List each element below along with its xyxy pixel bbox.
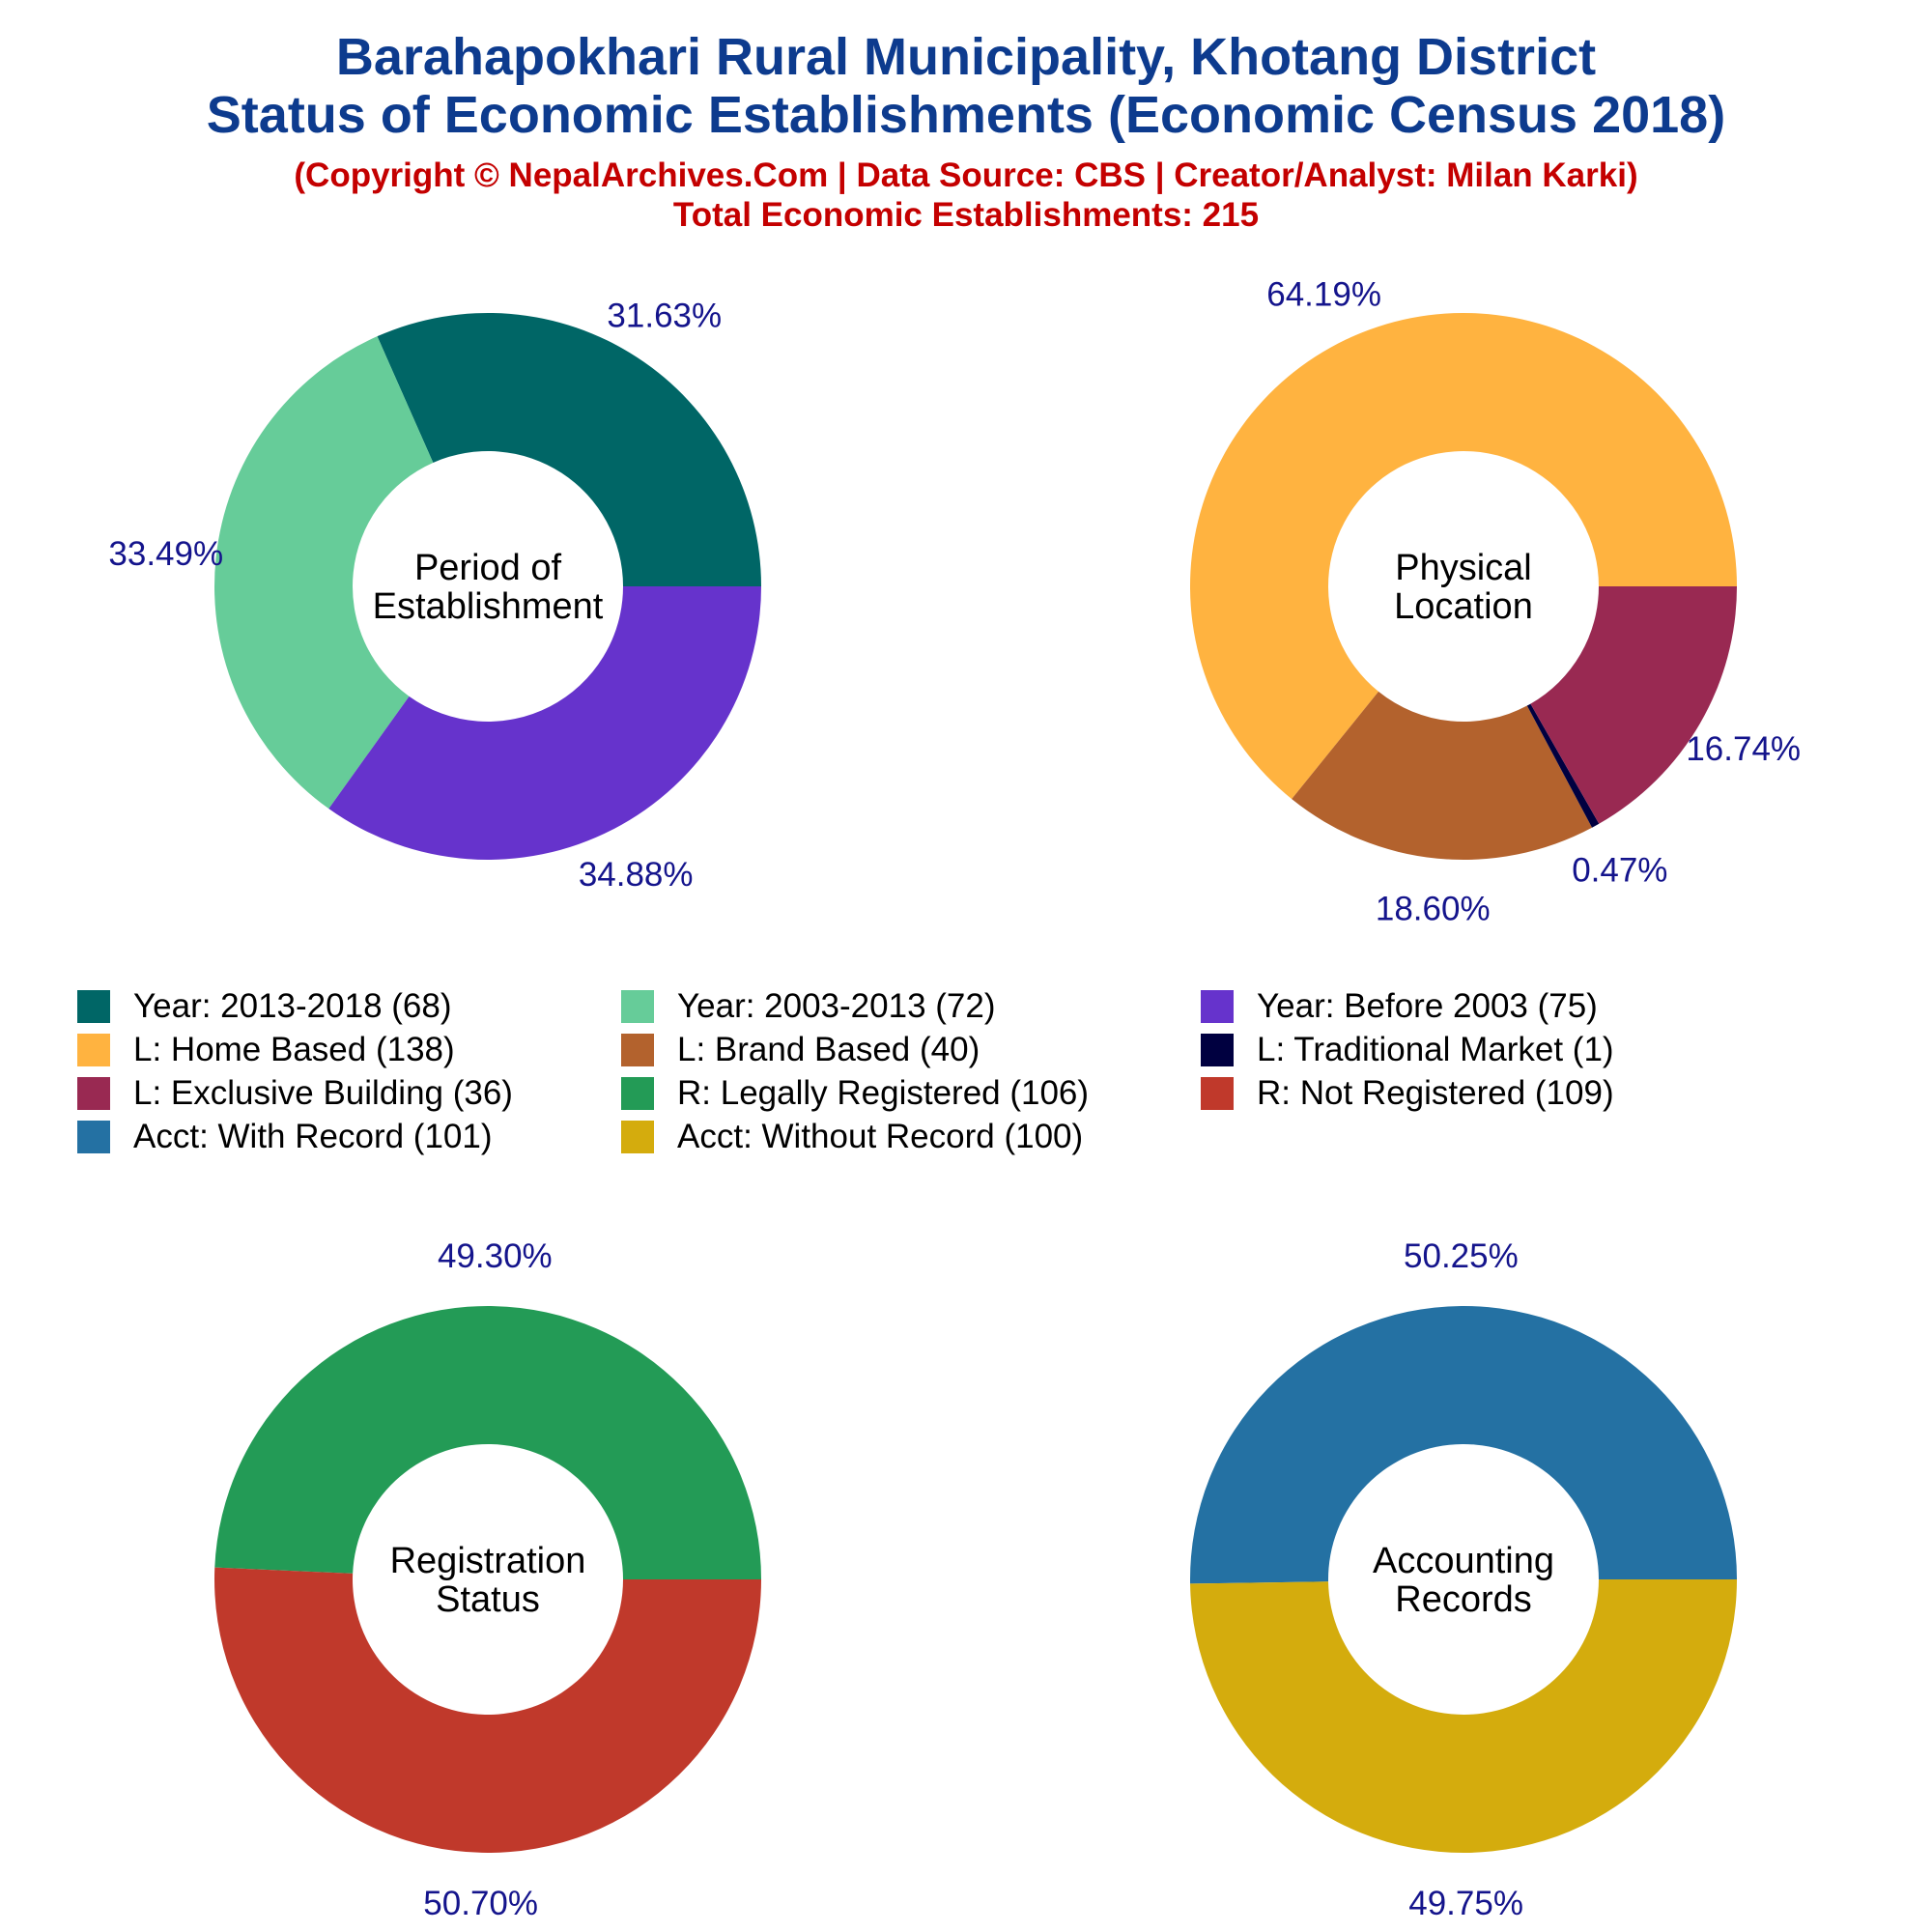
legend-item-r-not-registered-109: R: Not Registered (109) [1201,1072,1614,1115]
slice-acct-with-record [1190,1306,1737,1584]
legend-label: L: Home Based (138) [133,1031,455,1068]
center-label-line1: Physical [1395,548,1532,588]
center-label-line1: Accounting [1373,1541,1554,1581]
percent-label-l-exclusive-building: 16.74% [1686,730,1801,768]
chart-title-line2: Status of Economic Establishments (Econo… [206,86,1726,144]
percent-label-l-home-based: 64.19% [1266,276,1381,314]
center-label-line1: Period of [414,548,562,588]
percent-label-year-2003-2013: 33.49% [108,535,223,573]
legend-swatch [1201,1034,1234,1066]
legend-swatch [77,990,110,1023]
slice-year-2013-2018 [377,313,761,586]
legend-label: Year: 2003-2013 (72) [677,987,996,1025]
legend-label: Year: Before 2003 (75) [1257,987,1598,1025]
legend-item-year-2003-2013-72: Year: 2003-2013 (72) [621,985,996,1028]
slice-l-brand-based [1292,691,1593,860]
slice-r-not-registered [213,1567,761,1854]
percent-label-year-2013-2018: 31.63% [607,297,722,334]
legend-swatch [621,1034,654,1066]
legend-item-year-before-2003-75: Year: Before 2003 (75) [1201,985,1598,1028]
legend-swatch [621,990,654,1023]
legend-label: L: Exclusive Building (36) [133,1074,513,1112]
legend-label: R: Not Registered (109) [1257,1074,1614,1112]
percent-label-acct-without-record: 49.75% [1408,1885,1523,1922]
legend-swatch [77,1034,110,1066]
chart-title-line1: Barahapokhari Rural Municipality, Khotan… [335,28,1597,86]
percent-label-r-legally-registered: 49.30% [438,1237,553,1275]
legend-item-year-2013-2018-68: Year: 2013-2018 (68) [77,985,452,1028]
percent-label-l-brand-based: 18.60% [1376,890,1491,927]
legend-item-r-legally-registered-106: R: Legally Registered (106) [621,1072,1089,1115]
legend-swatch [621,1077,654,1110]
legend-swatch [1201,990,1234,1023]
legend-label: Acct: With Record (101) [133,1118,493,1155]
legend-swatch [77,1121,110,1153]
center-label-line2: Location [1394,586,1533,627]
legend-item-l-home-based-138: L: Home Based (138) [77,1029,455,1071]
percent-label-l-traditional-market: 0.47% [1572,851,1667,889]
slice-year-before-2003 [328,586,761,861]
legend-label: L: Brand Based (40) [677,1031,980,1068]
slice-l-traditional-market [1526,703,1600,828]
legend-label: Acct: Without Record (100) [677,1118,1084,1155]
legend-swatch [1201,1077,1234,1110]
legend-item-l-traditional-market-1: L: Traditional Market (1) [1201,1029,1614,1071]
slice-year-2003-2013 [213,336,434,810]
center-label-line1: Registration [390,1541,586,1581]
slice-acct-without-record [1190,1579,1737,1854]
legend-item-acct-without-record-100: Acct: Without Record (100) [621,1116,1083,1158]
percent-label-r-not-registered: 50.70% [423,1885,538,1922]
legend-label: Year: 2013-2018 (68) [133,987,452,1025]
slice-l-exclusive-building [1530,586,1737,824]
legend-swatch [621,1121,654,1153]
copyright-credit: (Copyright © NepalArchives.Com | Data So… [294,156,1638,194]
center-label-line2: Status [436,1579,540,1620]
center-label-line2: Establishment [373,586,604,627]
legend-label: L: Traditional Market (1) [1257,1031,1614,1068]
slice-r-legally-registered [214,1306,762,1579]
legend-label: R: Legally Registered (106) [677,1074,1090,1112]
percent-label-acct-with-record: 50.25% [1404,1237,1519,1275]
slice-l-home-based [1190,313,1738,800]
total-establishments: Total Economic Establishments: 215 [672,196,1260,234]
legend-swatch [77,1077,110,1110]
legend-item-l-exclusive-building-36: L: Exclusive Building (36) [77,1072,513,1115]
legend-item-acct-with-record-101: Acct: With Record (101) [77,1116,493,1158]
legend-item-l-brand-based-40: L: Brand Based (40) [621,1029,980,1071]
center-label-line2: Records [1395,1579,1532,1620]
percent-label-year-before-2003: 34.88% [579,856,694,894]
